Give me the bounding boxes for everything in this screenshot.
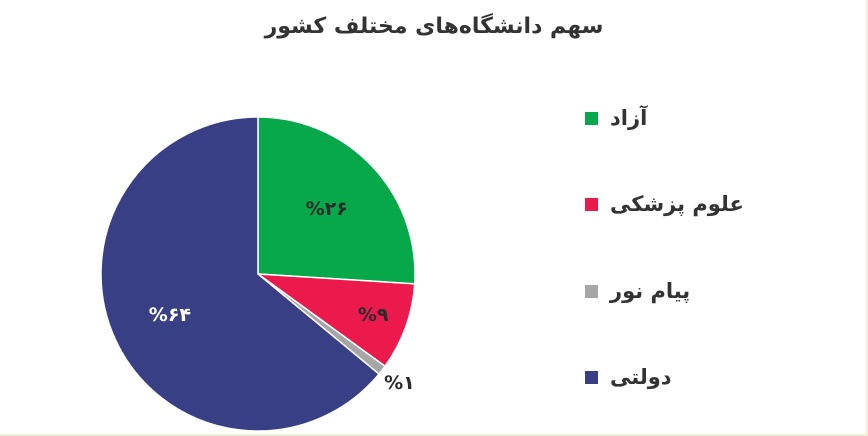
legend-swatch-0: [585, 111, 598, 125]
legend-label-1: علوم پزشکی: [610, 192, 744, 216]
legend-item-0: آزاد: [585, 106, 647, 130]
legend-swatch-1: [585, 197, 598, 211]
pie-slice-3: [100, 116, 381, 432]
legend-label-0: آزاد: [610, 106, 648, 130]
chart-title: سهم دانشگاه‌های مختلف کشور: [264, 14, 604, 39]
legend-item-3: دولتی: [585, 365, 672, 389]
slice-data-label-3: %۶۴: [149, 304, 191, 326]
legend-label-3: دولتی: [610, 365, 672, 389]
legend-item-1: علوم پزشکی: [585, 192, 744, 216]
slice-data-label-0: %۲۶: [306, 198, 348, 220]
legend-item-2: پیام نور: [585, 279, 690, 303]
pie-slice-0: [257, 116, 416, 285]
legend-label-2: پیام نور: [610, 279, 691, 303]
pie-slice-1: [255, 273, 416, 368]
legend-swatch-2: [585, 284, 598, 298]
slice-data-label-2: %۱: [384, 372, 415, 394]
slice-data-label-1: %۹: [358, 304, 389, 326]
legend-swatch-3: [585, 370, 598, 384]
